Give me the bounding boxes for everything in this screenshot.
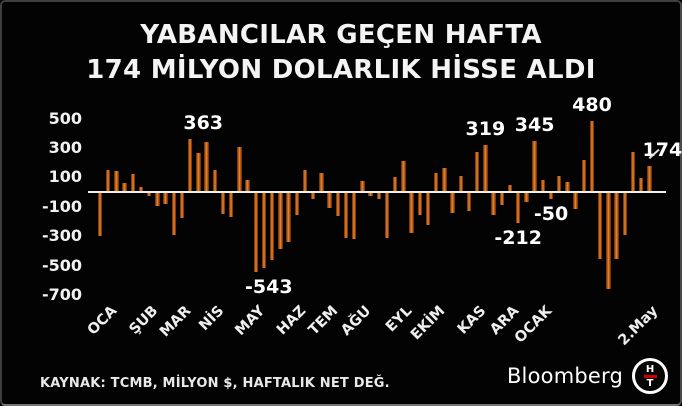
bar [614, 192, 619, 259]
bar [294, 192, 300, 215]
bar [532, 141, 537, 192]
chart-title-line2: 174 MİLYON DOLARLIK HİSSE ALDI [86, 55, 596, 85]
bar [376, 192, 382, 200]
y-tick-label: -100 [41, 196, 82, 216]
bar [204, 142, 209, 192]
bar [212, 170, 218, 192]
bar [409, 192, 414, 234]
bar [515, 192, 521, 224]
bar [474, 151, 480, 192]
data-label: 345 [514, 114, 555, 137]
bar [597, 192, 603, 259]
bar [483, 145, 488, 192]
bar [302, 169, 308, 192]
bar [245, 180, 250, 192]
bar [466, 192, 472, 212]
chart-title-line1: YABANCILAR GEÇEN HAFTA [140, 20, 542, 50]
bar [491, 192, 496, 216]
ht-logo-red-bar [643, 374, 657, 378]
ht-logo-letter-h: H [645, 363, 655, 375]
bar [622, 192, 628, 236]
bloomberg-ht-logo: Bloomberg H T [507, 358, 668, 394]
bar [122, 183, 127, 192]
y-tick-label: -500 [41, 255, 82, 275]
bar [105, 169, 111, 192]
bar [450, 192, 455, 214]
bar [171, 192, 177, 235]
bar [458, 175, 464, 192]
bar [327, 192, 332, 209]
bar [228, 192, 234, 217]
bar [630, 152, 636, 192]
bar [138, 187, 144, 192]
bar [589, 121, 595, 192]
bar [196, 152, 201, 192]
bar [565, 182, 570, 192]
bar [425, 192, 431, 225]
bar [310, 192, 316, 199]
bar [114, 171, 119, 192]
bar [548, 192, 554, 200]
bar [155, 192, 160, 206]
data-label: 319 [465, 118, 506, 141]
month-label: 2.May [615, 303, 662, 349]
y-tick-label: -700 [41, 284, 82, 304]
bar [524, 192, 529, 202]
bar [581, 160, 587, 192]
y-tick-label: 500 [48, 108, 82, 128]
bar [261, 192, 267, 269]
bar [187, 138, 193, 192]
zero-axis-line [88, 191, 666, 193]
bar [392, 177, 398, 192]
y-tick-label: -300 [41, 226, 82, 246]
bar [351, 192, 357, 240]
bar [97, 192, 103, 237]
bar [335, 192, 341, 216]
bar [384, 192, 390, 239]
bar [540, 179, 546, 192]
bar [556, 176, 562, 192]
data-label: -212 [494, 227, 542, 250]
bar [401, 160, 406, 192]
data-label: -543 [245, 275, 293, 298]
chart-title: YABANCILAR GEÇEN HAFTA 174 MİLYON DOLARL… [2, 18, 680, 88]
bar [647, 166, 652, 192]
bar [269, 192, 275, 260]
bar [499, 192, 505, 206]
bar [368, 192, 373, 197]
bar [442, 167, 447, 192]
bar [179, 192, 185, 218]
bar [220, 192, 226, 214]
bar [278, 192, 283, 249]
source-note: KAYNAK: TCMB, MİLYON $, HAFTALIK NET DEĞ… [40, 376, 390, 391]
y-tick-label: 300 [48, 137, 82, 157]
bar [638, 178, 644, 192]
bar [163, 192, 168, 204]
bar [343, 192, 349, 238]
data-label: -50 [533, 203, 569, 226]
y-tick-label: 100 [48, 167, 82, 187]
ht-logo-letter-t: T [646, 377, 654, 389]
bar [253, 192, 259, 272]
bar [417, 192, 423, 216]
bar [573, 192, 578, 209]
bar [319, 172, 324, 192]
ht-logo-icon: H T [632, 358, 668, 394]
bar [237, 147, 242, 192]
bar [507, 185, 513, 192]
bar [606, 192, 611, 289]
bloomberg-wordmark: Bloomberg [506, 364, 623, 388]
bar [360, 180, 365, 192]
bar [433, 173, 439, 192]
data-label: 363 [183, 111, 224, 134]
bar [286, 192, 291, 242]
bar [146, 192, 152, 197]
bar [130, 173, 136, 192]
data-label: 480 [572, 94, 612, 117]
